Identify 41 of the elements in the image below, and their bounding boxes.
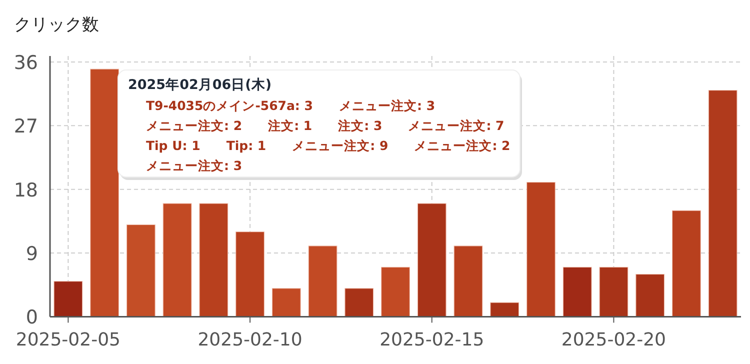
annotation: メニュー注文: 2 <box>414 138 510 153</box>
bar <box>599 266 628 317</box>
annotation: 2025年02月06日(木) <box>128 77 272 93</box>
bar <box>308 246 338 317</box>
annotation: メニュー注文: 3 <box>146 158 242 173</box>
annotation: Tip U: 1 <box>146 138 200 153</box>
x-tick-label: 2025-02-05 <box>16 330 120 351</box>
bar <box>54 281 83 317</box>
bar <box>381 266 410 317</box>
bar <box>672 210 701 317</box>
annotation: 注文: 1 <box>267 118 312 133</box>
annotation: メニュー注文: 3 <box>338 98 436 113</box>
y-tick-label: 36 <box>14 52 38 74</box>
annotation: 注文: 3 <box>337 118 382 133</box>
y-tick-label: 27 <box>14 116 38 138</box>
chart-title: クリック数 <box>14 15 99 35</box>
bar <box>90 68 120 317</box>
bar <box>490 302 520 317</box>
bar <box>199 203 228 317</box>
annotation: Tip: 1 <box>226 138 266 153</box>
y-tick-label: 18 <box>14 179 38 202</box>
bar <box>708 90 738 317</box>
x-tick-label: 2025-02-10 <box>198 330 302 351</box>
bar <box>162 203 192 317</box>
annotation: メニュー注文: 7 <box>408 118 504 133</box>
bar <box>526 182 556 317</box>
bar <box>272 288 301 317</box>
y-tick-label: 0 <box>26 306 38 329</box>
annotation: T9-4035のメイン-567a: 3 <box>146 98 313 113</box>
annotation: メニュー注文: 2 <box>146 118 242 133</box>
x-tick-label: 2025-02-15 <box>380 330 484 351</box>
bar <box>236 232 265 317</box>
x-tick-label: 2025-02-20 <box>561 330 666 351</box>
bar <box>344 288 374 317</box>
bar <box>126 224 156 317</box>
bar <box>636 274 665 317</box>
y-tick-label: 9 <box>26 243 38 266</box>
bar <box>417 203 446 317</box>
bar <box>562 266 592 317</box>
bar <box>454 246 483 317</box>
annotation: メニュー注文: 9 <box>292 138 388 153</box>
